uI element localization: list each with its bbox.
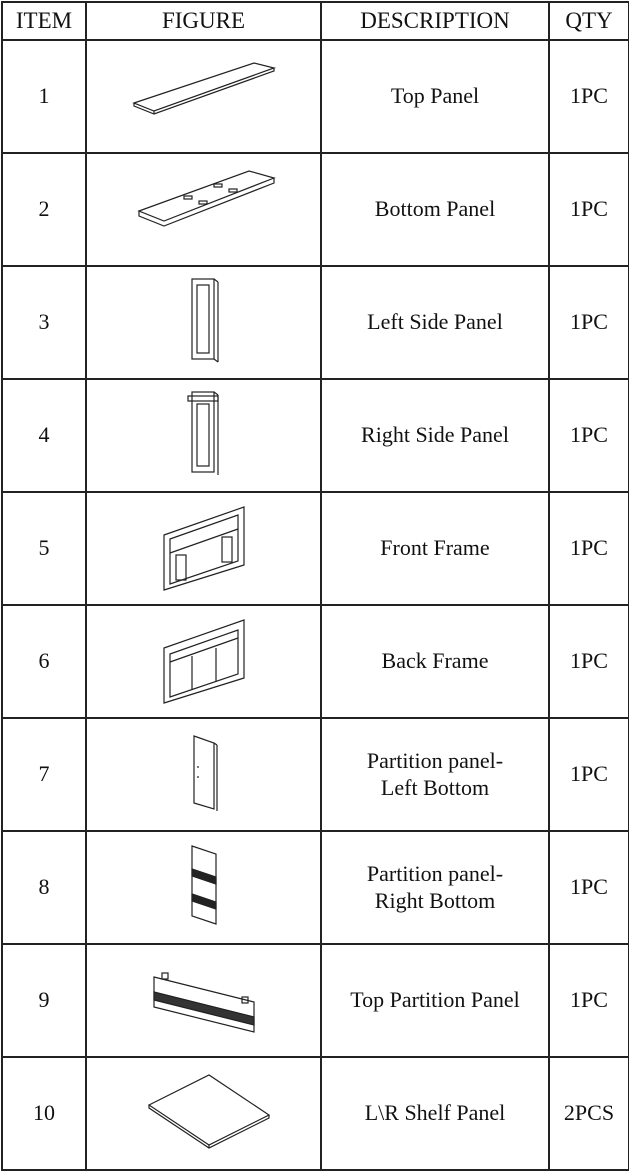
table-row: 6 Back Frame 1PC [1, 604, 629, 719]
table-row: 3 Left Side Panel 1PC [1, 265, 629, 380]
quantity: 1PC [548, 943, 629, 1058]
table-row: 2 Bottom Panel 1PC [1, 152, 629, 267]
part-figure [162, 619, 245, 705]
table-row: 4 Right Side Panel 1PC [1, 378, 629, 493]
description: Bottom Panel [320, 152, 550, 267]
figure-cell [85, 604, 322, 719]
part-figure [190, 845, 217, 926]
table-row: 7 Partition panel- Left Bottom 1PC [1, 717, 629, 832]
item-number: 10 [1, 1056, 87, 1171]
item-number: 3 [1, 265, 87, 380]
quantity: 1PC [548, 604, 629, 719]
part-figure [147, 1074, 270, 1149]
figure-cell [85, 717, 322, 832]
header-cell: FIGURE [85, 1, 322, 41]
figure-cell [85, 39, 322, 154]
table-row: 10 L\R Shelf Panel 2PCS [1, 1056, 629, 1171]
description: Partition panel- Right Bottom [320, 830, 550, 945]
part-figure [136, 170, 276, 227]
item-number: 7 [1, 717, 87, 832]
part-figure [186, 391, 219, 476]
header-cell: QTY [548, 1, 629, 41]
item-number: 6 [1, 604, 87, 719]
quantity: 2PCS [548, 1056, 629, 1171]
figure-cell [85, 1056, 322, 1171]
quantity: 1PC [548, 491, 629, 606]
quantity: 1PC [548, 39, 629, 154]
header-cell: DESCRIPTION [320, 1, 550, 41]
quantity: 1PC [548, 830, 629, 945]
table-row: 9 Top Partition Panel 1PC [1, 943, 629, 1058]
table-row: 1 Top Panel 1PC [1, 39, 629, 154]
figure-cell [85, 491, 322, 606]
table-row: 8 Partition panel- Right Bottom 1PC [1, 830, 629, 945]
figure-cell [85, 830, 322, 945]
description: Partition panel- Left Bottom [320, 717, 550, 832]
description: Front Frame [320, 491, 550, 606]
table-body: 1 Top Panel 1PC 2 Bottom Panel 1PC 3 Left Side … [1, 39, 629, 1171]
figure-cell [85, 943, 322, 1058]
table-row: 5 Front Frame 1PC [1, 491, 629, 606]
figure-cell [85, 152, 322, 267]
description: Top Panel [320, 39, 550, 154]
description: Left Side Panel [320, 265, 550, 380]
part-figure [162, 506, 245, 592]
item-number: 2 [1, 152, 87, 267]
header-row: ITEM FIGURE DESCRIPTION QTY [1, 1, 629, 41]
description: L\R Shelf Panel [320, 1056, 550, 1171]
item-number: 9 [1, 943, 87, 1058]
description: Back Frame [320, 604, 550, 719]
item-number: 5 [1, 491, 87, 606]
item-number: 1 [1, 39, 87, 154]
figure-cell [85, 378, 322, 493]
figure-cell [85, 265, 322, 380]
part-figure [192, 735, 218, 812]
item-number: 4 [1, 378, 87, 493]
description: Right Side Panel [320, 378, 550, 493]
header-cell: ITEM [1, 1, 87, 41]
description: Top Partition Panel [320, 943, 550, 1058]
quantity: 1PC [548, 152, 629, 267]
quantity: 1PC [548, 378, 629, 493]
quantity: 1PC [548, 265, 629, 380]
part-figure [152, 972, 255, 1034]
quantity: 1PC [548, 717, 629, 832]
part-figure [190, 278, 219, 363]
part-figure [131, 62, 276, 115]
item-number: 8 [1, 830, 87, 945]
